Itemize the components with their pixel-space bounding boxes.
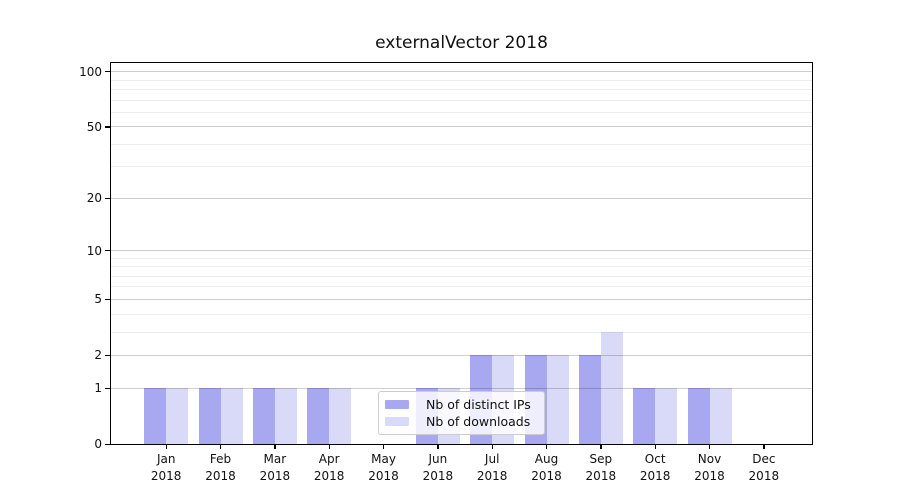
minor-gridline (111, 266, 812, 268)
minor-gridline (111, 331, 812, 333)
minor-gridline (111, 257, 812, 259)
legend-swatch-distinct-ips-icon (385, 400, 409, 409)
major-gridline (111, 250, 812, 252)
y-tick-label: 1 (94, 381, 102, 396)
bar-downloads (329, 388, 352, 444)
minor-gridline (111, 313, 812, 315)
x-tick-mark (546, 444, 548, 449)
y-tick-mark (105, 197, 111, 200)
legend-label-distinct-ips: Nb of distinct IPs (426, 397, 531, 412)
x-tick-label: Nov 2018 (694, 452, 725, 483)
bar-downloads (709, 388, 732, 444)
x-tick-mark (220, 444, 222, 449)
x-tick-label: Aug 2018 (531, 452, 562, 483)
bar-distinct-ips (198, 388, 221, 444)
x-tick-label: Oct 2018 (639, 452, 671, 483)
x-tick-mark (763, 444, 765, 449)
x-tick-label: Jul 2018 (476, 452, 508, 483)
bar-distinct-ips (633, 388, 656, 444)
x-tick-label: Jun 2018 (422, 452, 454, 483)
x-tick-label: Apr 2018 (313, 452, 345, 483)
y-tick-label: 50 (86, 119, 102, 134)
x-tick-mark (274, 444, 276, 449)
legend-item-downloads: Nb of downloads (385, 413, 536, 430)
bar-distinct-ips (307, 388, 330, 444)
major-gridline (111, 354, 812, 356)
minor-gridline (111, 286, 812, 288)
x-tick-mark (600, 444, 602, 449)
legend-swatch-downloads-icon (385, 417, 409, 426)
x-tick-mark (437, 444, 439, 449)
bar-downloads (220, 388, 243, 444)
bar-downloads (274, 388, 297, 444)
minor-gridline (111, 275, 812, 277)
y-tick-label: 2 (94, 348, 102, 363)
x-tick-label: Sep 2018 (585, 452, 617, 483)
y-tick-mark (105, 387, 111, 389)
legend: Nb of distinct IPs Nb of downloads (378, 391, 545, 435)
minor-gridline (111, 166, 812, 168)
bar-distinct-ips (144, 388, 167, 444)
chart-title: externalVector 2018 (375, 33, 548, 53)
y-tick-label: 0 (94, 437, 102, 451)
bar-downloads (166, 388, 189, 444)
y-tick-mark (105, 71, 111, 73)
y-tick-mark (105, 354, 111, 357)
y-tick-mark (105, 443, 111, 445)
x-tick-label: Dec 2018 (748, 452, 780, 483)
y-tick-label: 5 (94, 292, 102, 307)
legend-item-distinct-ips: Nb of distinct IPs (385, 396, 536, 413)
major-gridline (111, 126, 812, 128)
bar-downloads (600, 332, 623, 444)
y-tick-label: 100 (79, 64, 102, 79)
y-tick-mark (105, 250, 111, 252)
x-tick-mark (654, 444, 656, 449)
y-tick-mark (105, 298, 111, 301)
major-gridline (111, 197, 812, 199)
x-tick-label: Feb 2018 (205, 452, 236, 483)
x-tick-mark (383, 444, 385, 449)
bar-downloads (546, 355, 569, 444)
x-tick-label: Mar 2018 (259, 452, 291, 483)
minor-gridline (111, 99, 812, 101)
major-gridline (111, 298, 812, 300)
x-tick-mark (165, 444, 167, 449)
minor-gridline (111, 143, 812, 145)
y-tick-label: 20 (86, 191, 102, 206)
minor-gridline (111, 79, 812, 81)
x-tick-label: May 2018 (368, 452, 399, 483)
minor-gridline (111, 111, 812, 113)
x-tick-mark (491, 444, 493, 449)
y-tick-label: 10 (86, 243, 102, 258)
x-tick-mark (709, 444, 711, 449)
minor-gridline (111, 88, 812, 90)
bar-downloads (655, 388, 678, 444)
bar-distinct-ips (578, 355, 601, 444)
y-tick-mark (105, 126, 111, 128)
bar-distinct-ips (687, 388, 710, 444)
bar-distinct-ips (252, 388, 275, 444)
x-tick-mark (328, 444, 330, 449)
x-tick-label: Jan 2018 (150, 452, 182, 483)
major-gridline (111, 71, 812, 73)
plot-area (110, 62, 813, 445)
legend-label-downloads: Nb of downloads (426, 414, 531, 429)
